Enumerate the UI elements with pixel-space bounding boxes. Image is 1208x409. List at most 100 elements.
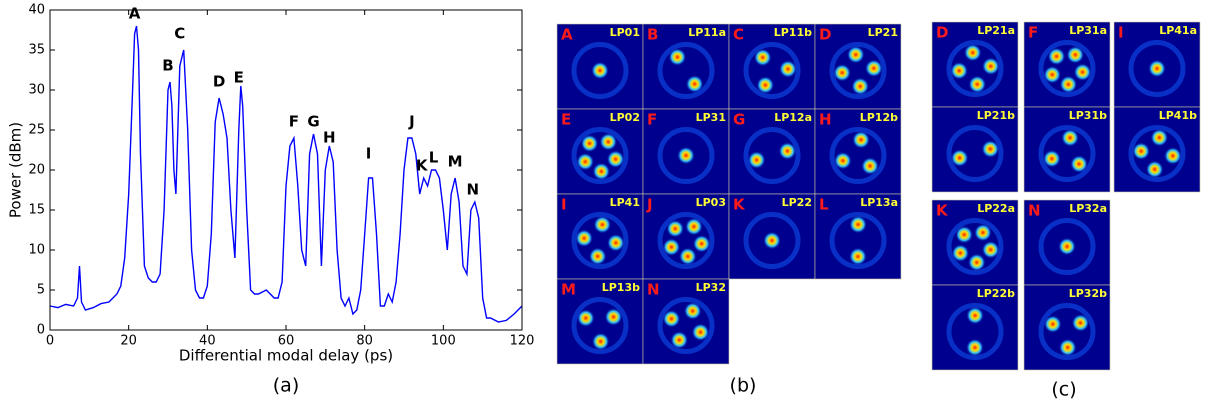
tile-letter: N — [1028, 202, 1041, 220]
tile-ring — [571, 127, 629, 184]
tile-spot — [763, 231, 781, 250]
tile-mode: LP22a — [977, 202, 1015, 215]
tile-spot — [692, 234, 711, 253]
tile-mode: LP32 — [696, 281, 726, 294]
tile-spot — [861, 157, 880, 176]
tile-ring — [946, 218, 1004, 275]
mode-image: N LP32 — [642, 278, 730, 365]
tile-spot — [684, 217, 703, 236]
tile-ring — [743, 127, 801, 184]
tile-mode: LP41b — [1159, 109, 1197, 122]
tile-letter: F — [1028, 24, 1038, 42]
peak-label: H — [323, 129, 336, 147]
tile-ring — [946, 40, 1004, 97]
tile-spot — [593, 215, 612, 234]
tile-spot — [1066, 45, 1085, 64]
peak-label: F — [289, 113, 299, 131]
tile-letter: I — [1118, 24, 1124, 42]
tile-letter: G — [733, 111, 745, 129]
tile-spot — [864, 59, 883, 78]
tile-ring — [743, 42, 801, 99]
tile-ring — [571, 42, 629, 99]
tile-spot — [668, 48, 687, 67]
tile-spot — [576, 152, 595, 171]
y-axis-label: Power (dBm) — [7, 122, 25, 218]
x-tick-label: 0 — [46, 334, 54, 349]
caption: (a) — [273, 375, 299, 397]
tile-ring — [571, 297, 629, 354]
peak-label: J — [408, 113, 415, 131]
tile-spot — [580, 134, 599, 153]
tile-spot — [955, 225, 974, 244]
mode-image: F LP31a — [1023, 21, 1111, 108]
peak-label: M — [448, 153, 463, 171]
tile-letter: C — [733, 26, 744, 44]
tile-spot — [950, 148, 969, 167]
peak-label: D — [213, 73, 225, 91]
plot-frame — [49, 9, 523, 331]
tile-ring — [829, 212, 887, 269]
tile-spot — [666, 219, 685, 238]
tile-spot — [575, 229, 594, 248]
tile-mode: LP32a — [1069, 202, 1107, 215]
tile-spot — [1058, 237, 1076, 256]
tile-spot — [965, 338, 984, 357]
tile-mode: LP31b — [1069, 109, 1107, 122]
tile-spot — [1043, 65, 1062, 84]
tile-letter: H — [819, 111, 832, 129]
caption: (b) — [730, 375, 757, 397]
tile-spot — [1047, 47, 1066, 66]
tile-spot — [778, 142, 797, 161]
tile-spot — [981, 140, 1000, 159]
tile-spot — [1145, 160, 1164, 179]
mode-image: B LP11a — [642, 23, 730, 110]
peak-label: B — [162, 57, 173, 75]
data-line — [49, 25, 523, 323]
peak-label: C — [174, 25, 185, 43]
mode-image: K LP22a — [931, 199, 1019, 286]
tile-spot — [662, 238, 681, 257]
tile-mode: LP21b — [977, 109, 1015, 122]
tile-spot — [1061, 128, 1080, 147]
peak-label: E — [234, 69, 244, 87]
tile-letter: B — [647, 26, 658, 44]
tile-mode: LP31a — [1069, 24, 1107, 37]
tile-spot — [670, 331, 689, 350]
mode-image: I LP41a — [1113, 21, 1201, 108]
tile-letter: M — [561, 281, 576, 299]
tile-spot — [1148, 59, 1166, 78]
tile-spot — [778, 59, 797, 78]
peak-label: A — [129, 5, 141, 23]
mode-image: LP31b — [1023, 106, 1111, 193]
tile-ring — [657, 127, 715, 184]
tile-spot — [592, 162, 611, 181]
tile-spot — [1071, 313, 1090, 332]
tile-spot — [833, 63, 852, 82]
mode-image: E LP02 — [556, 108, 644, 195]
y-tick-label: 5 — [37, 283, 45, 298]
tile-ring — [1038, 40, 1096, 97]
tile-mode: LP22b — [977, 287, 1015, 300]
tile-mode: LP41 — [610, 196, 640, 209]
tile-ring — [657, 297, 715, 354]
peak-label: N — [467, 181, 480, 199]
tile-spot — [606, 150, 625, 169]
tile-spot — [981, 240, 1000, 259]
tile-mode: LP41a — [1159, 24, 1197, 37]
tile-letter: D — [819, 26, 831, 44]
tile-mode: LP11b — [774, 26, 812, 39]
tile-spot — [588, 247, 607, 266]
tile-spot — [747, 150, 766, 169]
tile-mode: LP02 — [610, 111, 640, 124]
tile-spot — [756, 76, 775, 95]
tile-ring — [743, 212, 801, 269]
tile-ring — [571, 212, 629, 269]
mode-image: J LP03 — [642, 193, 730, 280]
tile-ring — [657, 42, 715, 99]
tile-spot — [963, 43, 982, 62]
mode-image: LP41b — [1113, 106, 1201, 193]
tile-mode: LP13a — [860, 196, 898, 209]
tile-ring — [1038, 303, 1096, 360]
mode-image: N LP32a — [1023, 199, 1111, 286]
tile-spot — [1150, 128, 1169, 147]
